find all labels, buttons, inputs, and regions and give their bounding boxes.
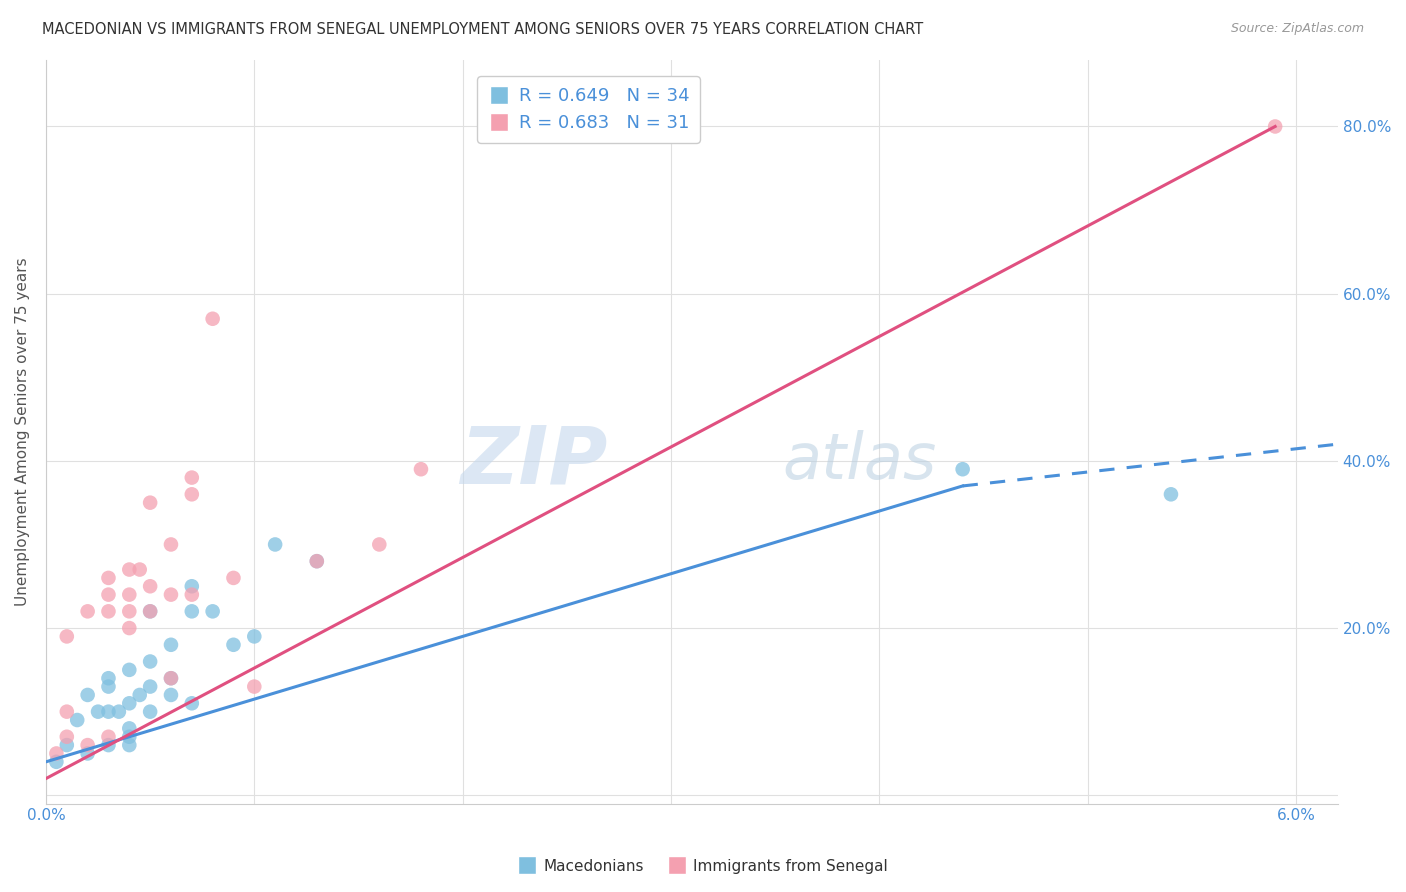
Point — [160, 688, 183, 702]
Point — [66, 713, 89, 727]
Point — [45, 747, 67, 761]
Point — [201, 311, 224, 326]
Point — [139, 579, 162, 593]
Text: Source: ZipAtlas.com: Source: ZipAtlas.com — [1230, 22, 1364, 36]
Point — [1160, 487, 1182, 501]
Point — [56, 738, 79, 752]
Point — [97, 705, 120, 719]
Point — [160, 588, 183, 602]
Y-axis label: Unemployment Among Seniors over 75 years: Unemployment Among Seniors over 75 years — [15, 257, 30, 606]
Point — [264, 537, 287, 551]
Point — [180, 470, 202, 484]
Point — [139, 680, 162, 694]
Text: MACEDONIAN VS IMMIGRANTS FROM SENEGAL UNEMPLOYMENT AMONG SENIORS OVER 75 YEARS C: MACEDONIAN VS IMMIGRANTS FROM SENEGAL UN… — [42, 22, 924, 37]
Point — [243, 680, 266, 694]
Point — [305, 554, 328, 568]
Text: ZIP: ZIP — [461, 423, 607, 500]
Point — [118, 563, 141, 577]
Point — [97, 588, 120, 602]
Point — [56, 705, 79, 719]
Point — [180, 604, 202, 618]
Point — [76, 747, 98, 761]
Point — [222, 571, 245, 585]
Point — [952, 462, 974, 476]
Point — [160, 671, 183, 685]
Legend: Macedonians, Immigrants from Senegal: Macedonians, Immigrants from Senegal — [512, 853, 894, 880]
Point — [118, 730, 141, 744]
Point — [45, 755, 67, 769]
Point — [118, 722, 141, 736]
Legend: R = 0.649   N = 34, R = 0.683   N = 31: R = 0.649 N = 34, R = 0.683 N = 31 — [477, 76, 700, 143]
Point — [118, 621, 141, 635]
Point — [139, 604, 162, 618]
Point — [139, 705, 162, 719]
Point — [97, 738, 120, 752]
Point — [108, 705, 131, 719]
Point — [118, 588, 141, 602]
Point — [118, 604, 141, 618]
Point — [180, 588, 202, 602]
Point — [201, 604, 224, 618]
Point — [160, 671, 183, 685]
Point — [180, 579, 202, 593]
Point — [97, 730, 120, 744]
Point — [76, 738, 98, 752]
Point — [128, 563, 150, 577]
Point — [97, 671, 120, 685]
Point — [97, 604, 120, 618]
Point — [222, 638, 245, 652]
Point — [139, 496, 162, 510]
Point — [139, 604, 162, 618]
Point — [97, 571, 120, 585]
Point — [139, 655, 162, 669]
Point — [180, 487, 202, 501]
Point — [76, 604, 98, 618]
Point — [87, 705, 110, 719]
Point — [1264, 120, 1286, 134]
Point — [97, 680, 120, 694]
Point — [160, 537, 183, 551]
Point — [409, 462, 432, 476]
Point — [56, 629, 79, 643]
Point — [118, 738, 141, 752]
Point — [128, 688, 150, 702]
Text: atlas: atlas — [782, 430, 936, 492]
Point — [305, 554, 328, 568]
Point — [118, 696, 141, 710]
Point — [368, 537, 391, 551]
Point — [160, 638, 183, 652]
Point — [243, 629, 266, 643]
Point — [76, 688, 98, 702]
Point — [180, 696, 202, 710]
Point — [56, 730, 79, 744]
Point — [118, 663, 141, 677]
